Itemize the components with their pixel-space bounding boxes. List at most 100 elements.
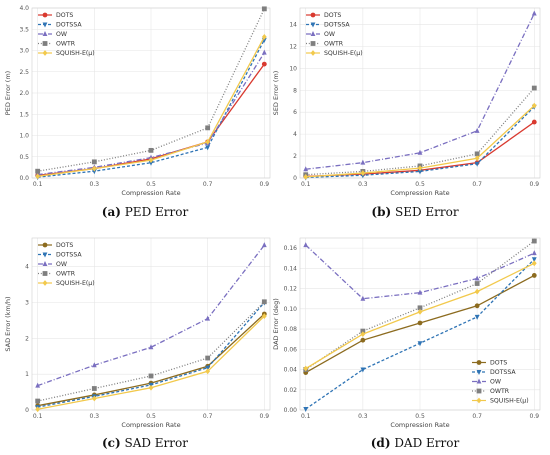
x-tick-label: 0.3 <box>90 413 100 420</box>
panel-caption-text: SAD Error <box>121 436 189 450</box>
legend-marker <box>476 360 482 365</box>
data-point <box>360 337 366 343</box>
data-point <box>35 406 41 413</box>
data-point <box>303 174 309 180</box>
data-point <box>303 242 309 248</box>
panel-caption-text: PED Error <box>121 205 189 219</box>
plot-frame <box>299 7 541 179</box>
legend-label: OW <box>56 31 67 38</box>
x-tick-label: 0.5 <box>415 413 425 420</box>
data-point <box>531 119 537 125</box>
legend-marker <box>42 261 48 266</box>
data-point <box>360 331 366 338</box>
x-axis-label: Compression Rate <box>390 421 449 429</box>
data-point <box>474 314 480 320</box>
y-tick-label: 2 <box>293 153 297 160</box>
legend-marker <box>42 50 48 56</box>
panel-caption: (a) PED Error <box>102 205 189 219</box>
data-point <box>474 155 480 162</box>
data-point <box>417 308 423 315</box>
data-point <box>148 154 154 160</box>
data-point <box>417 341 423 347</box>
data-point <box>531 273 537 278</box>
data-point <box>531 85 537 91</box>
y-tick-label: 0.5 <box>19 154 29 161</box>
data-point <box>417 165 423 172</box>
x-tick-label: 0.3 <box>358 181 368 188</box>
data-point <box>148 160 154 166</box>
data-point <box>148 147 154 153</box>
data-point <box>417 169 423 175</box>
chart-panel-c: 0 1 2 3 4 0.1 0.3 0.5 0.7 0.9 Compression Rate SAD … <box>4 237 271 429</box>
x-tick-label: 0.1 <box>33 413 43 420</box>
x-axis-label: Compression Rate <box>121 421 180 429</box>
data-point <box>91 169 97 175</box>
legend-label: SQUISH-E(μ) <box>56 50 95 57</box>
y-tick-label: 14 <box>289 21 297 28</box>
data-point <box>261 49 267 55</box>
data-point <box>474 151 480 157</box>
data-point <box>91 362 97 368</box>
data-point <box>205 138 211 145</box>
panel-caption-text: DAD Error <box>391 436 460 450</box>
y-tick-label: 0.00 <box>284 407 298 414</box>
data-point <box>531 250 537 256</box>
series-line-dotssa <box>37 39 265 178</box>
legend-marker <box>42 280 48 286</box>
legend-label: OWTR <box>324 41 344 48</box>
legend-label: SQUISH-E(μ) <box>490 398 529 405</box>
data-point <box>531 10 537 16</box>
y-tick-label: 0.08 <box>284 326 298 333</box>
panel-caption-letter: (b) <box>371 205 391 219</box>
data-point <box>91 159 97 165</box>
legend-label: DOTS <box>324 12 341 19</box>
data-point <box>261 313 267 320</box>
data-point <box>531 102 537 109</box>
y-tick-label: 0 <box>293 175 297 182</box>
y-tick-label: 1.5 <box>19 111 29 118</box>
y-tick-label: 3.0 <box>19 48 29 55</box>
x-tick-label: 0.5 <box>146 181 156 188</box>
series-line-ow <box>305 244 535 300</box>
data-point <box>91 386 97 391</box>
x-tick-label: 0.3 <box>358 413 368 420</box>
data-point <box>474 288 480 295</box>
legend-label: OW <box>56 261 67 268</box>
x-tick-label: 0.9 <box>260 413 270 420</box>
data-point <box>148 157 154 164</box>
panel-caption: (c) SAD Error <box>102 436 188 450</box>
legend-marker <box>42 22 48 28</box>
y-tick-label: 2 <box>25 335 29 342</box>
data-point <box>417 289 423 295</box>
data-point <box>261 6 267 12</box>
y-axis-label: SAD Error (km/h) <box>4 296 12 351</box>
legend: DOTS DOTSSA OW OWTR SQUISH-E(μ) <box>38 12 95 57</box>
y-tick-label: 1 <box>25 371 29 378</box>
data-point <box>417 149 423 155</box>
y-tick-label: 4.0 <box>19 5 29 12</box>
panel-caption-text: SED Error <box>391 205 459 219</box>
y-tick-label: 0.06 <box>284 346 298 353</box>
legend-marker <box>476 388 482 394</box>
y-tick-label: 4 <box>25 264 29 271</box>
data-point <box>148 384 154 391</box>
data-point <box>261 299 267 305</box>
x-tick-label: 0.9 <box>260 181 270 188</box>
legend-label: DOTSSA <box>56 252 82 259</box>
data-point <box>303 365 309 372</box>
x-tick-label: 0.1 <box>301 413 311 420</box>
data-point <box>205 365 211 371</box>
series-line-owtr <box>305 240 535 371</box>
legend-label: SQUISH-E(μ) <box>324 50 363 57</box>
data-point <box>91 395 97 402</box>
data-point <box>91 165 97 172</box>
data-point <box>360 367 366 373</box>
panel-caption-letter: (c) <box>102 436 121 450</box>
data-point <box>474 281 480 286</box>
plot-frame <box>31 237 271 411</box>
x-tick-label: 0.3 <box>90 181 100 188</box>
panel-caption-letter: (a) <box>102 205 121 219</box>
y-tick-label: 2.0 <box>19 90 29 97</box>
legend-label: DOTS <box>56 242 73 249</box>
